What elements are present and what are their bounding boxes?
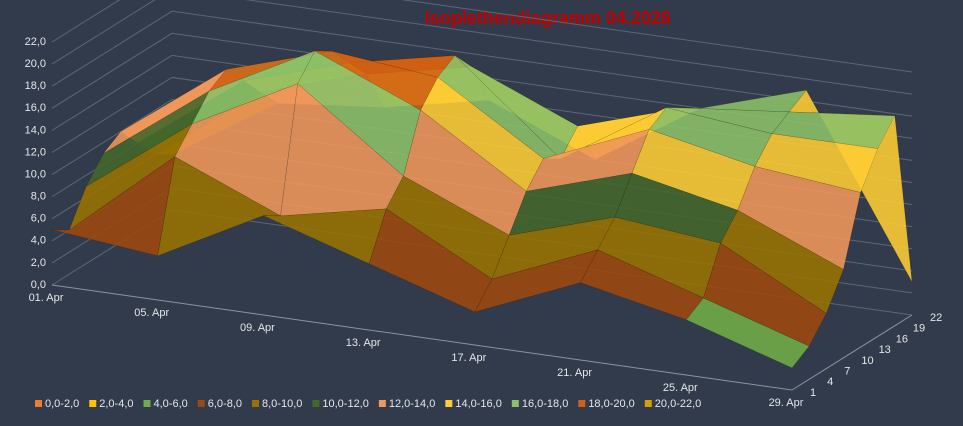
- legend-label: 20,0-22,0: [655, 398, 701, 410]
- legend-swatch: [378, 400, 386, 407]
- grid-line: [51, 0, 913, 73]
- depth-tick-label: 19: [913, 323, 925, 335]
- legend-label: 14,0-16,0: [455, 398, 501, 410]
- legend-swatch: [197, 400, 205, 407]
- legend-swatch: [143, 400, 151, 407]
- legend-swatch: [644, 400, 652, 407]
- legend-swatch: [35, 400, 42, 407]
- z-tick-label: 2,0: [31, 257, 46, 269]
- surface-cell: [754, 133, 879, 193]
- z-tick-label: 8,0: [31, 191, 46, 203]
- depth-tick-label: 10: [861, 355, 873, 367]
- x-tick-label: 29. Apr: [769, 397, 804, 409]
- x-tick-label: 25. Apr: [663, 382, 698, 394]
- x-tick-label: 21. Apr: [557, 367, 592, 379]
- surface-cell: [685, 297, 810, 369]
- z-tick-label: 10,0: [25, 168, 46, 180]
- depth-tick-label: 22: [930, 312, 942, 324]
- legend-swatch: [578, 400, 586, 407]
- chart-title: Isoplethendiagramm 04.2026: [425, 8, 671, 28]
- z-tick-label: 14,0: [25, 124, 46, 136]
- legend-label: 0,0-2,0: [45, 398, 79, 410]
- legend-label: 4,0-6,0: [154, 398, 188, 410]
- legend-swatch: [89, 400, 97, 407]
- grid-line: [51, 32, 913, 139]
- depth-tick-label: 7: [844, 365, 850, 377]
- x-tick-label: 01. Apr: [29, 292, 64, 304]
- z-tick-label: 22,0: [25, 36, 46, 48]
- legend-swatch: [312, 400, 320, 407]
- grid-line: [51, 0, 913, 95]
- depth-tick-label: 16: [896, 333, 908, 345]
- z-tick-label: 20,0: [25, 58, 46, 70]
- legend-label: 18,0-20,0: [588, 398, 634, 410]
- floor-edge: [51, 284, 913, 391]
- depth-tick-label: 1: [810, 387, 816, 399]
- legend-label: 10,0-12,0: [322, 398, 368, 410]
- x-tick-label: 05. Apr: [134, 307, 169, 319]
- x-tick-label: 17. Apr: [451, 352, 486, 364]
- z-tick-label: 6,0: [31, 213, 46, 225]
- z-tick-label: 18,0: [25, 80, 46, 92]
- legend-label: 16,0-18,0: [522, 398, 568, 410]
- grid-line: [51, 10, 913, 117]
- z-tick-label: 12,0: [25, 146, 46, 158]
- z-tick-label: 4,0: [31, 235, 46, 247]
- legend-label: 8,0-10,0: [262, 398, 302, 410]
- z-tick-label: 16,0: [25, 102, 46, 114]
- legend-label: 6,0-8,0: [208, 398, 242, 410]
- z-tick-label: 0,0: [31, 279, 46, 291]
- x-tick-label: 13. Apr: [346, 337, 381, 349]
- x-tick-label: 09. Apr: [240, 322, 275, 334]
- legend-label: 12,0-14,0: [389, 398, 435, 410]
- depth-tick-label: 4: [827, 376, 833, 388]
- legend-swatch: [445, 400, 453, 407]
- depth-tick-label: 13: [879, 344, 891, 356]
- legend-swatch: [252, 400, 259, 407]
- legend-swatch: [511, 400, 519, 407]
- legend-label: 2,0-4,0: [99, 398, 133, 410]
